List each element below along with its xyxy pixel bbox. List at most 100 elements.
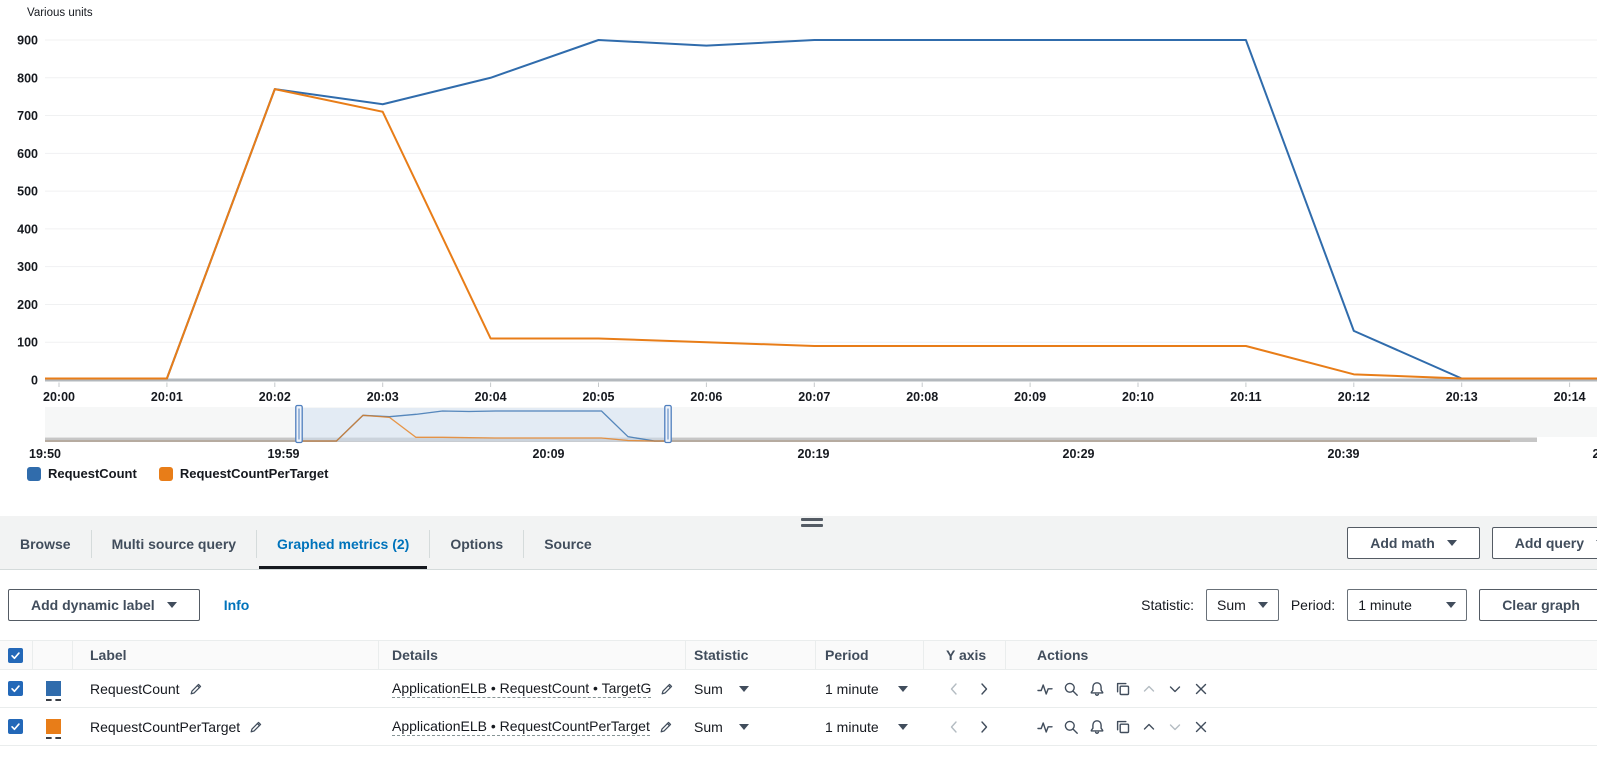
statistic-select[interactable]: Sum (1206, 589, 1279, 621)
tab-options[interactable]: Options (430, 529, 525, 558)
edit-label-icon[interactable] (189, 682, 203, 696)
column-header-details: Details (379, 641, 686, 669)
add-query-button[interactable]: Add query (1491, 526, 1597, 559)
svg-text:200: 200 (17, 298, 38, 312)
metric-details[interactable]: ApplicationELB • RequestCount • TargetG (392, 679, 652, 698)
duplicate-icon[interactable] (1115, 681, 1131, 697)
remove-metric-icon[interactable] (1193, 719, 1209, 735)
legend-swatch-orange-icon (158, 466, 173, 481)
svg-text:20:09: 20:09 (533, 447, 565, 461)
edit-details-icon[interactable] (659, 720, 673, 734)
line-chart-canvas[interactable]: 0 100 200 300 400 500 600 700 800 900 20:00 20:01 20… (0, 0, 1597, 462)
search-icon[interactable] (1063, 719, 1079, 735)
table-header: Label Details Statistic Period Y axis Ac… (0, 640, 1597, 670)
chevron-down-icon (738, 723, 749, 730)
svg-text:400: 400 (17, 222, 38, 236)
yaxis-right-icon[interactable] (976, 681, 992, 697)
duplicate-icon[interactable] (1115, 719, 1131, 735)
yaxis-left-icon (946, 719, 962, 735)
color-column-header (33, 641, 73, 669)
add-dynamic-label-button[interactable]: Add dynamic label (8, 589, 200, 621)
chevron-down-icon (166, 602, 177, 608)
column-header-label: Label (73, 641, 379, 669)
svg-text:20:11: 20:11 (1230, 390, 1261, 404)
svg-text:800: 800 (17, 71, 38, 85)
add-math-button[interactable]: Add math (1347, 526, 1480, 559)
svg-text:20:02: 20:02 (259, 390, 291, 404)
anomaly-detection-icon[interactable] (1037, 719, 1053, 735)
remove-metric-icon[interactable] (1193, 681, 1209, 697)
legend-item-requestcount[interactable]: RequestCount (27, 466, 137, 481)
svg-text:20:04: 20:04 (475, 390, 507, 404)
period-select[interactable]: 1 minute (1347, 589, 1468, 621)
svg-text:500: 500 (17, 185, 38, 199)
chevron-down-icon (1257, 602, 1268, 608)
chevron-down-icon (1446, 539, 1457, 546)
move-down-icon[interactable] (1167, 681, 1183, 697)
svg-text:20:10: 20:10 (1122, 390, 1154, 404)
svg-text:20:03: 20:03 (367, 390, 399, 404)
svg-text:20:39: 20:39 (1328, 447, 1360, 461)
clear-graph-button[interactable]: Clear graph (1479, 589, 1597, 621)
resize-handle-icon[interactable] (801, 518, 823, 527)
column-header-yaxis: Y axis (924, 641, 1006, 669)
svg-text:20:06: 20:06 (690, 390, 722, 404)
statistic-label: Statistic: (1141, 597, 1195, 613)
metric-details[interactable]: ApplicationELB • RequestCountPerTarget (392, 717, 650, 736)
legend-item-requestcountpertarget[interactable]: RequestCountPerTarget (158, 466, 328, 481)
metric-color-swatch[interactable] (46, 719, 61, 739)
svg-text:19:50: 19:50 (29, 447, 61, 461)
svg-text:20:00: 20:00 (43, 390, 75, 404)
metric-label: RequestCount (90, 680, 180, 697)
edit-details-icon[interactable] (660, 682, 674, 696)
chevron-down-icon (738, 685, 749, 692)
metric-color-swatch[interactable] (46, 681, 61, 701)
row-checkbox[interactable] (8, 681, 23, 696)
table-row-requestcount: RequestCount ApplicationELB • RequestCou… (0, 670, 1597, 708)
chevron-down-icon (898, 685, 908, 692)
column-header-period: Period (816, 641, 924, 669)
alarm-bell-icon[interactable] (1089, 681, 1105, 697)
yaxis-left-icon (946, 681, 962, 697)
table-row-requestcountpertarget: RequestCountPerTarget ApplicationELB • R… (0, 708, 1597, 746)
svg-text:300: 300 (17, 260, 38, 274)
metrics-chart-area: Various units 0 100 200 300 400 500 600 700 800 9… (0, 0, 1597, 481)
panel-tab-bar: Browse Multi source query Graphed metric… (0, 516, 1597, 570)
chevron-down-icon (898, 723, 908, 730)
statistic-dropdown[interactable]: Sum (686, 719, 816, 735)
info-link[interactable]: Info (223, 597, 250, 613)
tab-graphed-metrics[interactable]: Graphed metrics (2) (257, 529, 431, 569)
svg-text:20:14: 20:14 (1554, 390, 1586, 404)
svg-text:20:49: 20:49 (1593, 447, 1597, 461)
svg-text:20:05: 20:05 (583, 390, 615, 404)
svg-text:20:13: 20:13 (1446, 390, 1478, 404)
search-icon[interactable] (1063, 681, 1079, 697)
legend-label: RequestCount (48, 466, 137, 481)
cloudwatch-metrics-panel: Various units 0 100 200 300 400 500 600 700 800 9… (0, 0, 1597, 746)
period-dropdown[interactable]: 1 minute (816, 719, 924, 735)
tab-source[interactable]: Source (544, 535, 592, 552)
statistic-dropdown[interactable]: Sum (686, 681, 816, 697)
svg-text:700: 700 (17, 109, 38, 123)
svg-text:100: 100 (17, 336, 38, 350)
tab-multi-source-query[interactable]: Multi source query (92, 529, 258, 558)
move-up-icon[interactable] (1141, 719, 1157, 735)
y-axis-units-label: Various units (27, 7, 93, 19)
svg-text:20:08: 20:08 (906, 390, 938, 404)
yaxis-right-icon[interactable] (976, 719, 992, 735)
legend-swatch-blue-icon (27, 466, 41, 481)
tab-browse[interactable]: Browse (0, 529, 92, 558)
svg-text:20:12: 20:12 (1338, 390, 1370, 404)
edit-label-icon[interactable] (249, 720, 263, 734)
chart-legend: RequestCount RequestCountPerTarget (27, 466, 328, 481)
period-dropdown[interactable]: 1 minute (816, 681, 924, 697)
svg-text:19:59: 19:59 (268, 447, 300, 461)
svg-text:600: 600 (17, 147, 38, 161)
check-icon (11, 651, 20, 659)
metric-label: RequestCountPerTarget (90, 718, 241, 735)
select-all-checkbox[interactable] (8, 647, 23, 663)
alarm-bell-icon[interactable] (1089, 719, 1105, 735)
row-checkbox[interactable] (8, 719, 23, 734)
anomaly-detection-icon[interactable] (1037, 681, 1053, 697)
move-up-icon (1141, 681, 1157, 697)
